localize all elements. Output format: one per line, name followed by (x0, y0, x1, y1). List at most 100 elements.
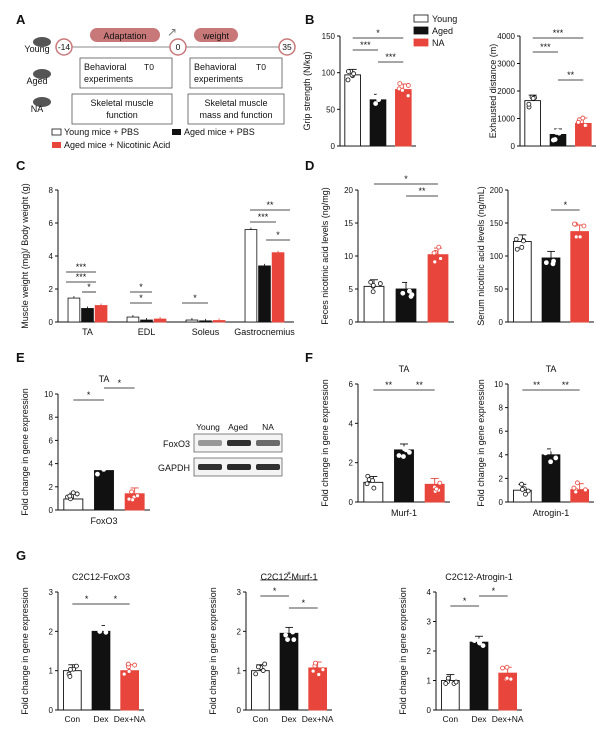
stage-pill (194, 28, 238, 42)
g2-sig-label: * (287, 570, 291, 580)
g3-title: C2C12-Atrogin-1 (445, 572, 513, 582)
syringe-icon: ↗ (167, 25, 177, 39)
blot-band (198, 464, 222, 470)
b1-sig-label: *** (360, 40, 371, 50)
g3-replicate-dot (453, 679, 459, 685)
b1-replicate-dot (373, 101, 379, 106)
e-replicate-dot (100, 462, 106, 468)
d1-replicate-dot (432, 259, 438, 265)
f1-replicate-dot (364, 481, 370, 487)
d2-replicate-dot (521, 238, 526, 244)
f2-tick-label: 4 (499, 451, 504, 460)
legend-young-label: Young mice + PBS (64, 127, 139, 137)
muscle2-line1: Skeletal muscle (204, 98, 267, 108)
c-sig-label: * (193, 293, 197, 303)
b2-replicate-dot (575, 119, 581, 125)
day-label: -14 (58, 42, 71, 52)
f1-replicate-dot (396, 453, 402, 458)
d2-ylabel: Serum nicotinic acid levels (ng/mL) (476, 186, 486, 326)
c-bar (126, 316, 140, 323)
c-bar (67, 297, 81, 323)
d2-tick-label: 150 (490, 219, 504, 228)
f1-tick-label: 0 (349, 498, 354, 507)
blot-lane-label: Aged (228, 422, 248, 432)
c-sig-label: * (87, 282, 91, 292)
muscle1-line2: function (106, 110, 138, 120)
legend-label-young: Young (432, 14, 457, 24)
f2-tick-label: 2 (499, 474, 504, 483)
legend-label-aged: Aged (432, 26, 453, 36)
d1-tick-label: 20 (344, 186, 353, 195)
f1-sig-label: ** (385, 380, 393, 390)
c-bar (212, 320, 226, 323)
d2-tick-label: 0 (499, 318, 504, 327)
f2-tick-label: 6 (499, 427, 504, 436)
f1-ylabel: Fold change in gene expression (320, 379, 330, 507)
g2-replicate-dot (285, 637, 290, 643)
g2-tick-label: 2 (237, 627, 242, 636)
g3-replicate-dot (443, 681, 449, 686)
d1-replicate-dot (400, 290, 406, 296)
b2-replicate-dot (530, 95, 536, 101)
f2-replicate-dot (519, 481, 524, 487)
d1-replicate-dot (431, 250, 437, 256)
f1-replicate-dot (403, 447, 409, 453)
d2-tick-label: 100 (490, 252, 504, 261)
g3-replicate-dot (504, 675, 510, 681)
b2-sig-label: *** (553, 28, 564, 38)
g1-replicate-dot (97, 629, 103, 634)
e-ylabel: Fold change in gene expression (20, 388, 30, 516)
g2-replicate-dot (260, 668, 266, 673)
muscle-box-2 (187, 93, 285, 125)
e-tick-label: 0 (49, 506, 54, 515)
panel-letter: D (305, 158, 314, 173)
g2-replicate-dot (310, 668, 316, 674)
f2-title: TA (546, 364, 557, 374)
c-bar (185, 319, 199, 323)
c-sig-label: *** (76, 262, 87, 272)
b1-replicate-dot (400, 87, 405, 93)
c-tick-label: 6 (49, 219, 54, 228)
d1-replicate-dot (438, 256, 443, 261)
g1-category-label: Dex (93, 714, 109, 724)
g2-tick-label: 0 (237, 706, 242, 715)
d2-replicate-dot (553, 251, 559, 257)
e-replicate-dot (95, 471, 100, 477)
c-sig-label: *** (258, 212, 269, 222)
d1-sig-label: * (404, 174, 408, 184)
c-bar (244, 229, 258, 323)
d1-tick-label: 15 (344, 219, 353, 228)
c-tick-label: 8 (49, 186, 54, 195)
blot-band (256, 440, 280, 446)
day-marker (278, 38, 296, 56)
f2-sig-label: ** (533, 380, 541, 390)
b1-replicate-dot (377, 92, 383, 98)
c-sig-label: ** (266, 200, 274, 210)
d1-replicate-dot (370, 282, 376, 288)
e-replicate-dot (74, 491, 80, 497)
g1-replicate-dot (67, 667, 73, 672)
d2-replicate-dot (542, 250, 548, 255)
stage-label-adaptation: Adaptation (103, 31, 146, 41)
e-title: TA (99, 374, 110, 384)
f1-tick-label: 4 (349, 419, 354, 428)
c-bar (81, 308, 94, 323)
g1-bar (91, 630, 111, 711)
d2-replicate-dot (543, 260, 549, 266)
f2-replicate-dot (525, 488, 531, 494)
g1-replicate-dot (96, 622, 102, 628)
d1-replicate-dot (409, 292, 415, 298)
g2-sig-label: * (273, 586, 277, 596)
c-category-label: TA (82, 327, 93, 337)
g1-tick-label: 0 (49, 706, 54, 715)
g1-title: C2C12-FoxO3 (72, 572, 130, 582)
g2-replicate-dot (320, 667, 326, 673)
g2-replicate-dot (316, 672, 322, 677)
panel-letter: E (16, 350, 25, 365)
d1-tick-label: 5 (349, 285, 354, 294)
box2-line2: experiments (194, 74, 244, 84)
day-label: 0 (176, 42, 181, 52)
e-sig-label: * (87, 390, 91, 400)
g1-replicate-dot (126, 669, 132, 674)
c-sig-label: * (276, 230, 280, 240)
